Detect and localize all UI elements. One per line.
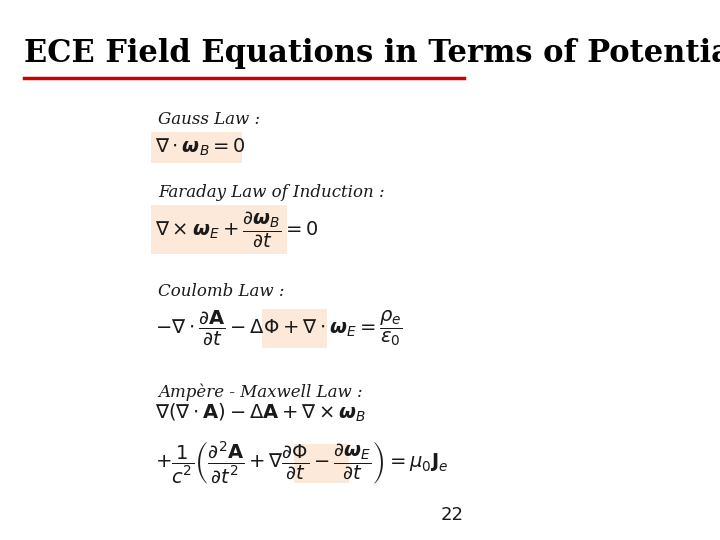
FancyBboxPatch shape [150,205,287,254]
FancyBboxPatch shape [262,309,327,348]
FancyBboxPatch shape [294,444,348,483]
Text: Gauss Law :: Gauss Law : [158,111,260,127]
Text: Coulomb Law :: Coulomb Law : [158,284,284,300]
Text: $\nabla \times \boldsymbol{\omega}_{E} + \dfrac{\partial \boldsymbol{\omega}_{B}: $\nabla \times \boldsymbol{\omega}_{E} +… [156,210,319,249]
Text: Faraday Law of Induction :: Faraday Law of Induction : [158,184,384,200]
Text: 22: 22 [441,506,464,524]
Text: $\nabla(\nabla \cdot \mathbf{A}) - \Delta\mathbf{A} + \nabla \times \boldsymbol{: $\nabla(\nabla \cdot \mathbf{A}) - \Delt… [156,402,366,424]
Text: ECE Field Equations in Terms of Potential III: ECE Field Equations in Terms of Potentia… [24,38,720,69]
Text: $-\nabla \cdot \dfrac{\partial \mathbf{A}}{\partial t} - \Delta\Phi + \nabla \cd: $-\nabla \cdot \dfrac{\partial \mathbf{A… [156,308,403,347]
Text: Ampère - Maxwell Law :: Ampère - Maxwell Law : [158,383,362,401]
Text: $\nabla \cdot \boldsymbol{\omega}_{B} = 0$: $\nabla \cdot \boldsymbol{\omega}_{B} = … [156,137,246,158]
Text: $+\dfrac{1}{c^{2}}\left(\dfrac{\partial^{2}\mathbf{A}}{\partial t^{2}} + \nabla\: $+\dfrac{1}{c^{2}}\left(\dfrac{\partial^… [156,440,449,486]
FancyBboxPatch shape [150,132,242,163]
